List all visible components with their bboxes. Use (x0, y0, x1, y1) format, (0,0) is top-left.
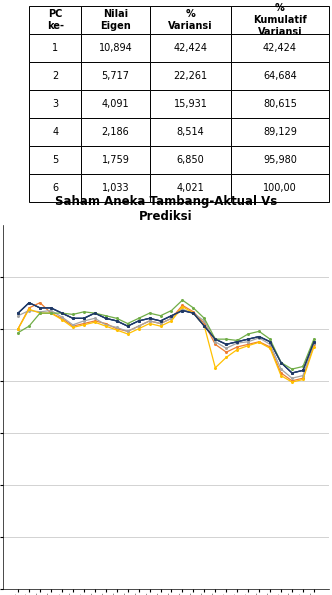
Bar (81, 174, 150, 202)
Text: 95,980: 95,980 (263, 155, 297, 165)
Text: 15,931: 15,931 (173, 99, 208, 109)
Bar (231, 90, 329, 118)
Title: Saham Aneka Tambang-Aktual Vs
Prediksi: Saham Aneka Tambang-Aktual Vs Prediksi (55, 195, 277, 224)
Bar (231, 146, 329, 174)
Bar (150, 90, 231, 118)
Text: 22,261: 22,261 (173, 71, 208, 81)
Text: 3: 3 (52, 99, 58, 109)
Text: 6,850: 6,850 (177, 155, 204, 165)
Bar (29, 146, 81, 174)
Bar (81, 118, 150, 146)
Bar (81, 6, 150, 34)
Bar (150, 34, 231, 62)
Text: 4,091: 4,091 (102, 99, 129, 109)
Text: PC
ke-: PC ke- (47, 9, 64, 31)
Text: Nilai
Eigen: Nilai Eigen (100, 9, 131, 31)
Bar (150, 174, 231, 202)
Bar (150, 146, 231, 174)
Text: 1,759: 1,759 (102, 155, 129, 165)
Bar (150, 62, 231, 90)
Text: 1: 1 (52, 43, 58, 53)
Text: 6: 6 (52, 183, 58, 193)
Text: 1,033: 1,033 (102, 183, 129, 193)
Text: 2: 2 (52, 71, 58, 81)
Text: 4,021: 4,021 (177, 183, 204, 193)
Text: 5: 5 (52, 155, 58, 165)
Bar (81, 62, 150, 90)
Text: %
Variansi: % Variansi (168, 9, 213, 31)
Bar (81, 90, 150, 118)
Bar (231, 34, 329, 62)
Bar (231, 174, 329, 202)
Bar (231, 62, 329, 90)
Bar (29, 174, 81, 202)
Text: 5,717: 5,717 (102, 71, 129, 81)
Text: 42,424: 42,424 (263, 43, 297, 53)
Bar (29, 90, 81, 118)
Bar (150, 118, 231, 146)
Text: 2,186: 2,186 (102, 127, 129, 137)
Bar (29, 34, 81, 62)
Text: 8,514: 8,514 (177, 127, 204, 137)
Bar (29, 62, 81, 90)
Bar (231, 118, 329, 146)
Text: 100,00: 100,00 (263, 183, 297, 193)
Text: 4: 4 (52, 127, 58, 137)
Text: 89,129: 89,129 (263, 127, 297, 137)
Text: 10,894: 10,894 (99, 43, 132, 53)
Bar (29, 118, 81, 146)
Text: %
Kumulatif
Variansi: % Kumulatif Variansi (253, 4, 307, 36)
Bar (29, 6, 81, 34)
Bar (81, 146, 150, 174)
Text: 80,615: 80,615 (263, 99, 297, 109)
Bar (231, 6, 329, 34)
Text: 64,684: 64,684 (263, 71, 297, 81)
Bar (150, 6, 231, 34)
Bar (81, 34, 150, 62)
Text: 42,424: 42,424 (173, 43, 208, 53)
